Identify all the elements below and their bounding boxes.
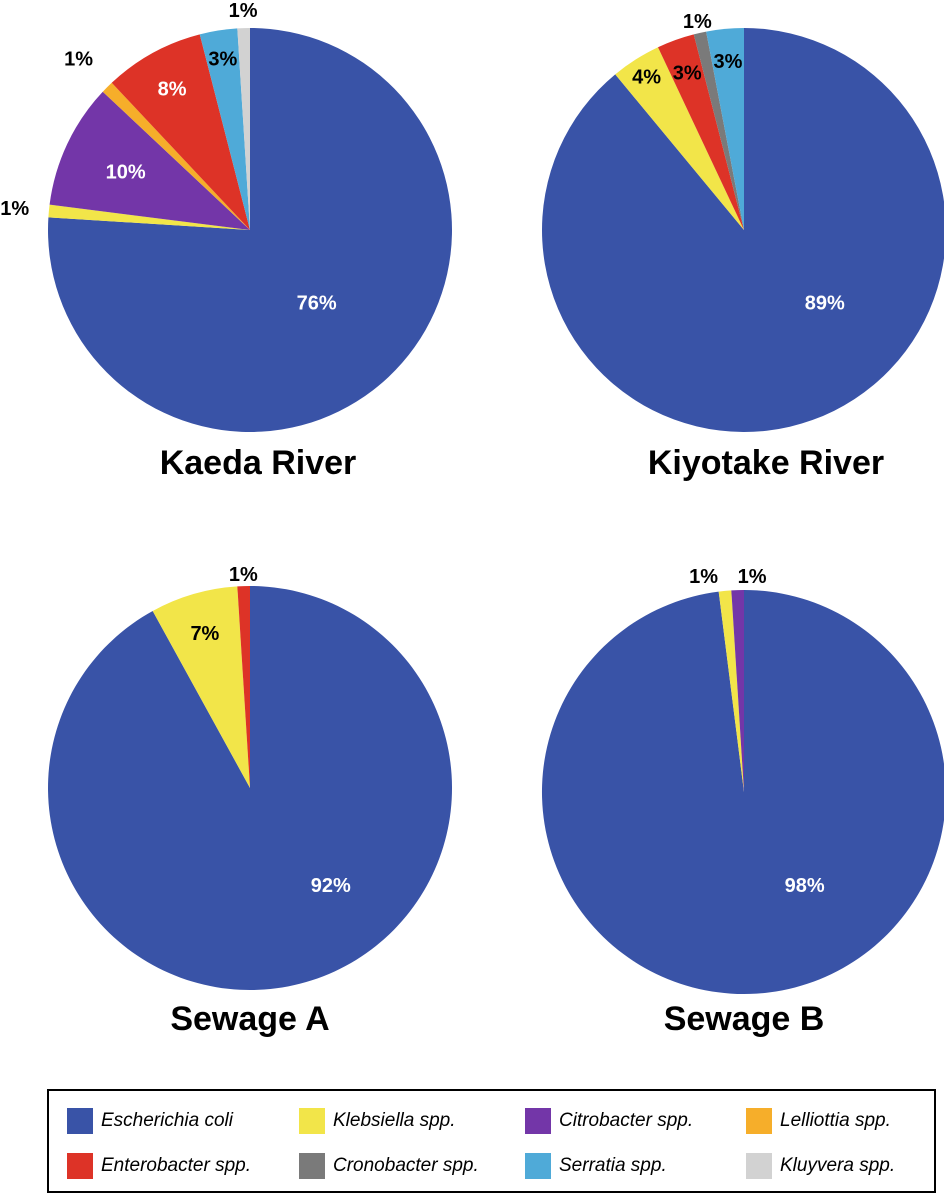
legend-swatch [525,1153,551,1179]
slice-label: 3% [714,51,743,73]
legend-swatch [67,1108,93,1134]
pie-kiyotake-river: 89%4% 3%1%3%Kiyotake River [542,11,944,482]
pie-slice-enterobacter-spp [237,586,250,788]
pie-sewage-b: 98% 1% 1% Sewage B [541,566,944,1038]
slice-label: 7% [190,623,219,645]
pie-kaeda-river: 76% 1% 10% 1% 8% 3% 1% Kaeda River [0,0,453,482]
legend-item-citrobacter: Citrobacter spp. [525,1108,693,1134]
pie-slice-escherichia-coli [48,585,453,990]
legend-swatch [746,1108,772,1134]
slice-label: 1% [689,566,718,588]
slice-label: 1% [0,198,29,220]
pie-slice-citrobacter-spp [49,91,251,230]
pie-slice-escherichia-coli [48,28,453,432]
slice-label: 98% [785,875,825,897]
pie-slice-citrobacter-spp [731,590,744,792]
legend-item-klebsiella: Klebsiella spp. [299,1108,456,1134]
slice-label: 3% [208,48,237,70]
pie-slice-escherichia-coli [541,590,944,994]
pie-sewage-a: 92% 7% 1% Sewage A [48,564,453,1038]
legend-item-lelliottia: Lelliottia spp. [746,1108,891,1134]
legend-label: Kluyvera spp. [780,1155,896,1176]
legend-label: Serratia spp. [559,1155,667,1176]
legend-label: Enterobacter spp. [101,1155,251,1176]
slice-label: 1% [229,0,258,22]
slice-label: 1% [738,566,767,588]
legend-item-escherichia: Escherichia coli [67,1108,233,1134]
legend-label: Klebsiella spp. [333,1110,456,1131]
legend-label: Cronobacter spp. [333,1155,479,1176]
legend-label: Escherichia coli [101,1110,233,1131]
legend-swatch [746,1153,772,1179]
pie-slice-klebsiella-spp [48,204,251,230]
pie-slice-lelliottia-spp [102,82,250,230]
pie-slice-klebsiella-spp [152,586,250,788]
pie-slice-kluyvera-spp [237,28,250,230]
chart-title: Kaeda River [160,444,357,482]
legend-item-kluyvera: Kluyvera spp. [746,1153,895,1179]
pie-slice-serratia-spp [706,28,744,230]
pie-slice-serratia-spp [199,28,250,231]
slice-label: 8% [158,78,187,100]
pie-slice-enterobacter-spp [657,34,744,230]
slice-label: 3% [673,62,702,84]
legend-item-enterobacter: Enterobacter spp. [67,1153,251,1179]
legend: Escherichia coli Klebsiella spp. Citroba… [47,1089,936,1193]
pie-slice-enterobacter-spp [111,34,250,230]
pie-slice-klebsiella-spp [718,590,744,792]
legend-swatch [299,1153,325,1179]
legend-label: Lelliottia spp. [780,1110,891,1131]
legend-swatch [525,1108,551,1134]
slice-label: 76% [297,293,337,315]
slice-label: 1% [683,11,712,33]
pie-slice-cronobacter-spp [693,31,744,230]
legend-label: Citrobacter spp. [559,1110,694,1131]
legend-item-serratia: Serratia spp. [525,1153,667,1179]
legend-swatch [299,1108,325,1134]
slice-label: 89% [805,293,845,315]
pie-slice-klebsiella-spp [615,47,744,230]
chart-title: Sewage A [170,1000,329,1038]
legend-item-cronobacter: Cronobacter spp. [299,1153,479,1179]
slice-label: 10% [106,162,146,184]
slice-label: 4% [632,67,661,89]
chart-title: Sewage B [664,1000,825,1038]
legend-swatch [67,1153,93,1179]
slice-label: 1% [229,564,258,586]
pie-slice-escherichia-coli [542,28,944,432]
slice-label: 92% [311,875,351,897]
slice-label: 1% [64,49,93,71]
chart-title: Kiyotake River [648,444,884,482]
